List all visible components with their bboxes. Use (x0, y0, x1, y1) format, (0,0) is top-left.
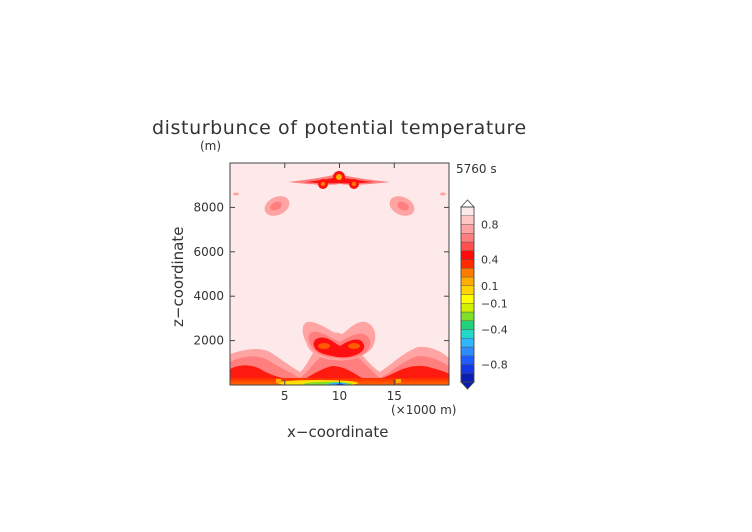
upper-plume-right-cell-inner (351, 181, 357, 187)
colorbar: 0.8 0.4 0.1 −0.1 −0.4 −0.8 (460, 199, 508, 390)
colorbar-swatch (460, 373, 475, 383)
surface-speck (396, 379, 401, 383)
y-tick-label: 2000 (193, 334, 224, 348)
colorbar-bottom-arrow (460, 381, 475, 390)
upper-plume-left-cell-inner (320, 181, 326, 187)
colorbar-swatch (460, 285, 475, 295)
colorbar-swatch (460, 355, 475, 365)
central-cell-inner (318, 343, 330, 349)
upper-left-blob-inner (270, 201, 282, 211)
y-tick-label: 4000 (193, 289, 224, 303)
x-tick-label: 10 (332, 389, 347, 403)
colorbar-swatch (460, 259, 475, 269)
central-cell-core (313, 337, 365, 358)
colorbar-swatch (460, 338, 475, 348)
colorbar-tick-label: 0.1 (481, 280, 499, 293)
x-tick-label: 15 (387, 389, 402, 403)
colorbar-tick-label: −0.4 (481, 324, 508, 337)
x-axis-label: x−coordinate (287, 423, 388, 441)
central-cell-inner (348, 343, 360, 349)
surface-speck (276, 379, 281, 383)
colorbar-swatch (460, 303, 475, 313)
x-unit-label: (×1000 m) (391, 403, 456, 417)
y-unit-label: (m) (200, 139, 221, 153)
y-axis-label: z−coordinate (169, 227, 187, 327)
upper-plume-top-cell-inner (336, 174, 342, 180)
colorbar-swatch (460, 224, 475, 234)
colorbar-swatch (460, 294, 475, 304)
plot-area: 5 10 15 2000 4000 6000 8000 (193, 162, 450, 403)
colorbar-swatch (460, 311, 475, 321)
y-tick-label: 8000 (193, 200, 224, 214)
colorbar-swatch (460, 215, 475, 225)
axes: 5 10 15 2000 4000 6000 8000 (193, 163, 449, 403)
colorbar-swatch (460, 276, 475, 286)
colorbar-swatch (460, 268, 475, 278)
colorbar-swatch (460, 241, 475, 251)
colorbar-tick-label: −0.8 (481, 359, 508, 372)
time-label: 5760 s (456, 162, 497, 176)
colorbar-swatch (460, 206, 475, 216)
colorbar-swatch (460, 346, 475, 356)
colorbar-tick-label: 0.8 (481, 219, 499, 232)
colorbar-tick-label: −0.1 (481, 297, 508, 310)
colorbar-frame (460, 206, 475, 383)
chart-title: disturbunce of potential temperature (152, 117, 527, 139)
x-tick-label: 5 (281, 389, 289, 403)
colorbar-swatch (460, 320, 475, 330)
colorbar-swatch (460, 364, 475, 374)
edge-speck (440, 192, 446, 196)
colorbar-swatch (460, 329, 475, 339)
colorbar-swatch (460, 250, 475, 260)
edge-speck (233, 192, 239, 196)
upper-right-blob-inner (397, 201, 409, 211)
y-tick-label: 6000 (193, 245, 224, 259)
colorbar-top-arrow (460, 199, 475, 208)
colorbar-tick-label: 0.4 (481, 254, 499, 267)
colorbar-swatch (460, 233, 475, 243)
